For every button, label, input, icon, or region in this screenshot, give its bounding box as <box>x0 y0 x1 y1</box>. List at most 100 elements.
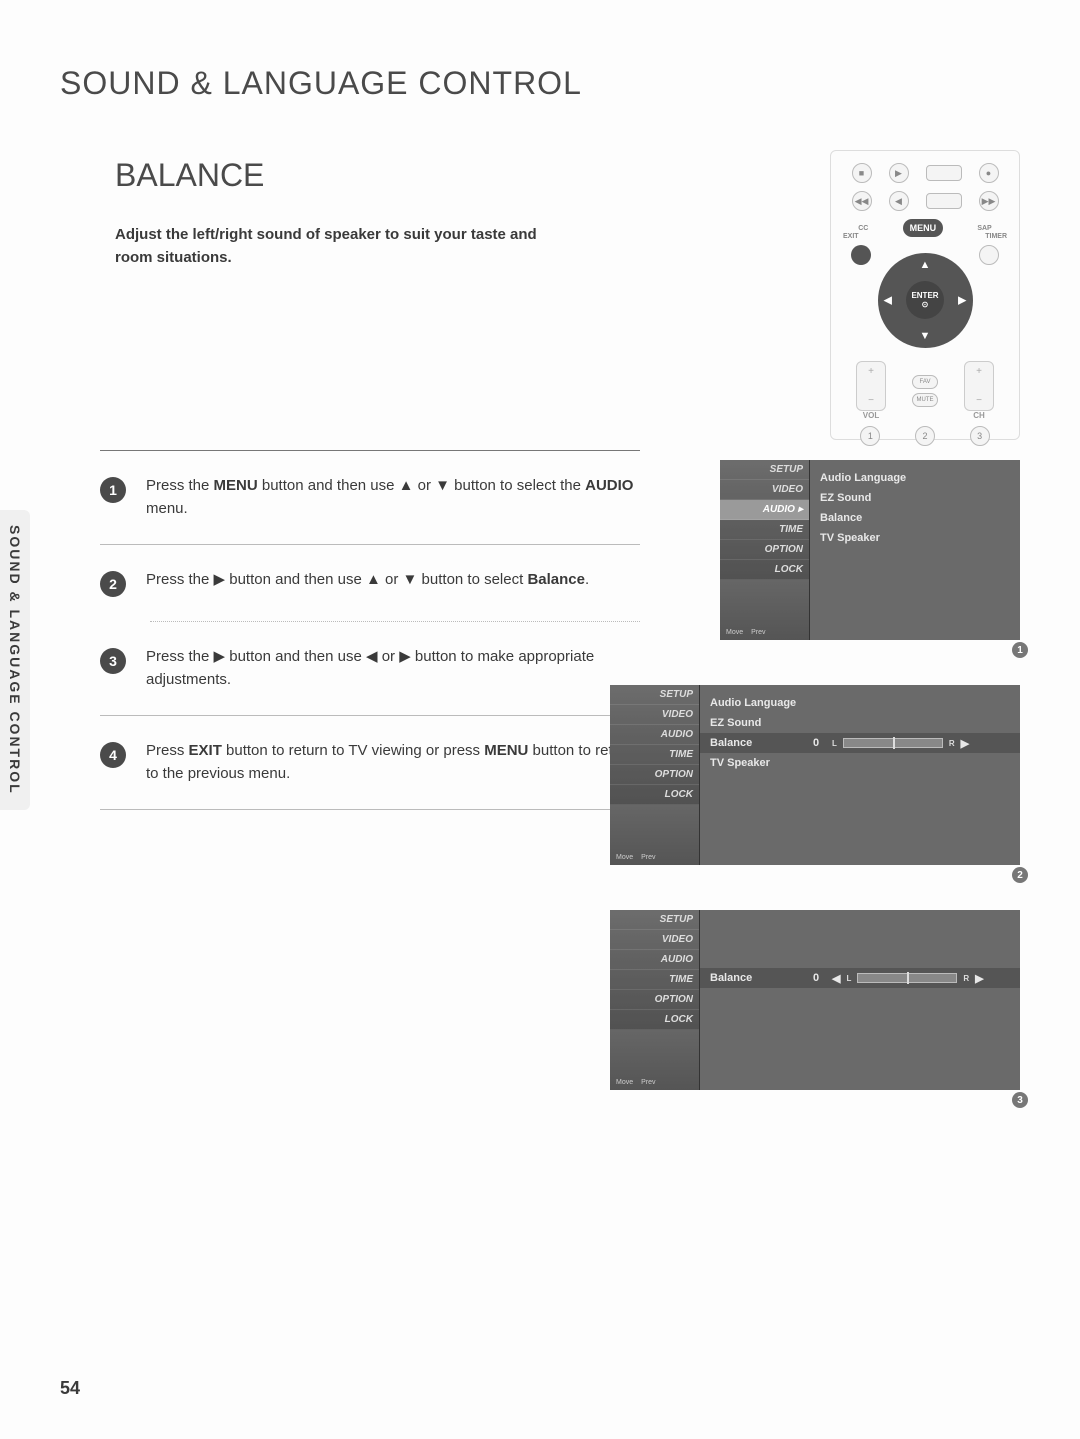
t: button and then use ▲ or ▼ button to sel… <box>258 477 585 494</box>
right-arrow-icon[interactable]: ▶ <box>958 294 966 307</box>
balance-value: 0 <box>806 737 826 749</box>
osd-menu-option[interactable]: OPTION <box>610 765 699 785</box>
enter-button[interactable]: ENTER ⊙ <box>906 281 944 319</box>
divider <box>100 809 640 810</box>
osd-menu-time[interactable]: TIME <box>610 745 699 765</box>
figure-badge: 2 <box>1012 867 1028 883</box>
fav-button[interactable]: FAV <box>912 375 938 389</box>
osd-content: Audio Language EZ Sound Balance TV Speak… <box>810 460 1020 640</box>
balance-slider[interactable] <box>857 973 957 983</box>
move-hint: Move <box>616 854 633 861</box>
osd-item[interactable]: TV Speaker <box>710 753 1010 773</box>
divider <box>100 715 640 716</box>
chevron-right-icon: ▸ <box>798 504 803 515</box>
divider <box>150 621 640 622</box>
osd-menu-video[interactable]: VIDEO <box>610 705 699 725</box>
l-label: L <box>832 739 837 748</box>
osd-item-balance[interactable]: Balance 0 L R ▶ <box>700 733 1020 753</box>
t: Press <box>146 742 189 759</box>
osd-content: Balance 0 ◀ L R ▶ <box>700 910 1020 1090</box>
osd-menu-lock[interactable]: LOCK <box>720 560 809 580</box>
step-3: 3 Press the ▶ button and then use ◀ or ▶… <box>100 640 640 697</box>
osd-menu-video[interactable]: VIDEO <box>610 930 699 950</box>
step-text: Press the ▶ button and then use ◀ or ▶ b… <box>146 646 640 691</box>
step-text: Press the MENU button and then use ▲ or … <box>146 475 640 520</box>
page-main-title: SOUND & LANGUAGE CONTROL <box>60 65 1020 102</box>
divider <box>100 544 640 545</box>
enter-label: ENTER <box>911 291 938 300</box>
osd-item[interactable]: Audio Language <box>710 693 1010 713</box>
remote-control: ■ ▶ ● ◀◀ ◀ ▶▶ CC MENU SAP EXIT TIMER ▲ ▼… <box>830 150 1020 440</box>
exit-button[interactable] <box>851 245 871 265</box>
stop-button[interactable]: ■ <box>852 163 872 183</box>
osd-menu-time[interactable]: TIME <box>610 970 699 990</box>
figure-badge: 3 <box>1012 1092 1028 1108</box>
osd-menu-option[interactable]: OPTION <box>720 540 809 560</box>
t: Press the <box>146 477 214 494</box>
osd-menu-option[interactable]: OPTION <box>610 990 699 1010</box>
prev-button[interactable]: ◀◀ <box>852 191 872 211</box>
osd-item[interactable]: TV Speaker <box>820 528 1010 548</box>
left-arrow-icon[interactable]: ◀ <box>884 294 892 307</box>
t: Balance <box>527 571 585 588</box>
osd-menu-audio[interactable]: AUDIO▸ <box>720 500 809 520</box>
next-button[interactable]: ▶▶ <box>979 191 999 211</box>
t: AUDIO <box>585 477 633 494</box>
key-1[interactable]: 1 <box>860 426 880 446</box>
osd-sidebar: SETUP VIDEO AUDIO TIME OPTION LOCK Move P… <box>610 910 700 1090</box>
prev-hint: Prev <box>641 854 655 861</box>
chevron-left-icon: ◀ <box>832 972 840 985</box>
osd-menu-setup[interactable]: SETUP <box>610 685 699 705</box>
up-arrow-icon[interactable]: ▲ <box>920 259 931 271</box>
play-button[interactable]: ▶ <box>889 163 909 183</box>
step-badge: 4 <box>100 742 126 768</box>
osd-menu-audio[interactable]: AUDIO <box>610 725 699 745</box>
osd-item[interactable]: EZ Sound <box>710 713 1010 733</box>
step-2: 2 Press the ▶ button and then use ▲ or ▼… <box>100 563 640 603</box>
step-1: 1 Press the MENU button and then use ▲ o… <box>100 469 640 526</box>
t: MENU <box>484 742 528 759</box>
osd-menu-lock[interactable]: LOCK <box>610 1010 699 1030</box>
timer-button[interactable] <box>979 245 999 265</box>
osd-content: Audio Language EZ Sound Balance 0 L R ▶ … <box>700 685 1020 865</box>
rew-button[interactable]: ◀ <box>889 191 909 211</box>
t: button to return to TV viewing or press <box>222 742 484 759</box>
t: EXIT <box>189 742 222 759</box>
move-hint: Move <box>616 1079 633 1086</box>
prev-hint: Prev <box>751 629 765 636</box>
osd-menu-setup[interactable]: SETUP <box>610 910 699 930</box>
dpad[interactable]: ▲ ▼ ◀ ▶ ENTER ⊙ <box>878 253 973 348</box>
key-3[interactable]: 3 <box>970 426 990 446</box>
intro-text: Adjust the left/right sound of speaker t… <box>115 224 555 269</box>
osd-item-balance[interactable]: Balance 0 ◀ L R ▶ <box>700 968 1020 988</box>
osd-menu-lock[interactable]: LOCK <box>610 785 699 805</box>
channel-rocker[interactable]: +− <box>964 361 994 411</box>
osd-menu-audio[interactable]: AUDIO <box>610 950 699 970</box>
osd-item[interactable]: Balance <box>820 508 1010 528</box>
mute-button[interactable]: MUTE <box>912 393 938 407</box>
step-badge: 2 <box>100 571 126 597</box>
osd-menu-time[interactable]: TIME <box>720 520 809 540</box>
step-4: 4 Press EXIT button to return to TV view… <box>100 734 640 791</box>
figure-badge: 1 <box>1012 642 1028 658</box>
volume-rocker[interactable]: +− <box>856 361 886 411</box>
side-tab-label: SOUND & LANGUAGE CONTROL <box>7 525 23 795</box>
prev-hint: Prev <box>641 1079 655 1086</box>
osd-menu-video[interactable]: VIDEO <box>720 480 809 500</box>
dpad-area: EXIT TIMER ▲ ▼ ◀ ▶ ENTER ⊙ <box>843 245 1007 355</box>
osd-item[interactable]: Audio Language <box>820 468 1010 488</box>
osd-menu-setup[interactable]: SETUP <box>720 460 809 480</box>
down-arrow-icon[interactable]: ▼ <box>920 330 931 342</box>
osd-item[interactable]: EZ Sound <box>820 488 1010 508</box>
pause-button[interactable] <box>926 165 962 181</box>
side-tab: SOUND & LANGUAGE CONTROL <box>0 510 30 810</box>
ff-button[interactable] <box>926 193 962 209</box>
osd-panel-1: SETUP VIDEO AUDIO▸ TIME OPTION LOCK Move… <box>720 460 1020 640</box>
page-number: 54 <box>60 1378 80 1399</box>
menu-button[interactable]: MENU <box>903 219 943 237</box>
l-label: L <box>846 974 851 983</box>
balance-slider[interactable] <box>843 738 943 748</box>
record-button[interactable]: ● <box>979 163 999 183</box>
t: AUDIO <box>763 504 795 515</box>
key-2[interactable]: 2 <box>915 426 935 446</box>
